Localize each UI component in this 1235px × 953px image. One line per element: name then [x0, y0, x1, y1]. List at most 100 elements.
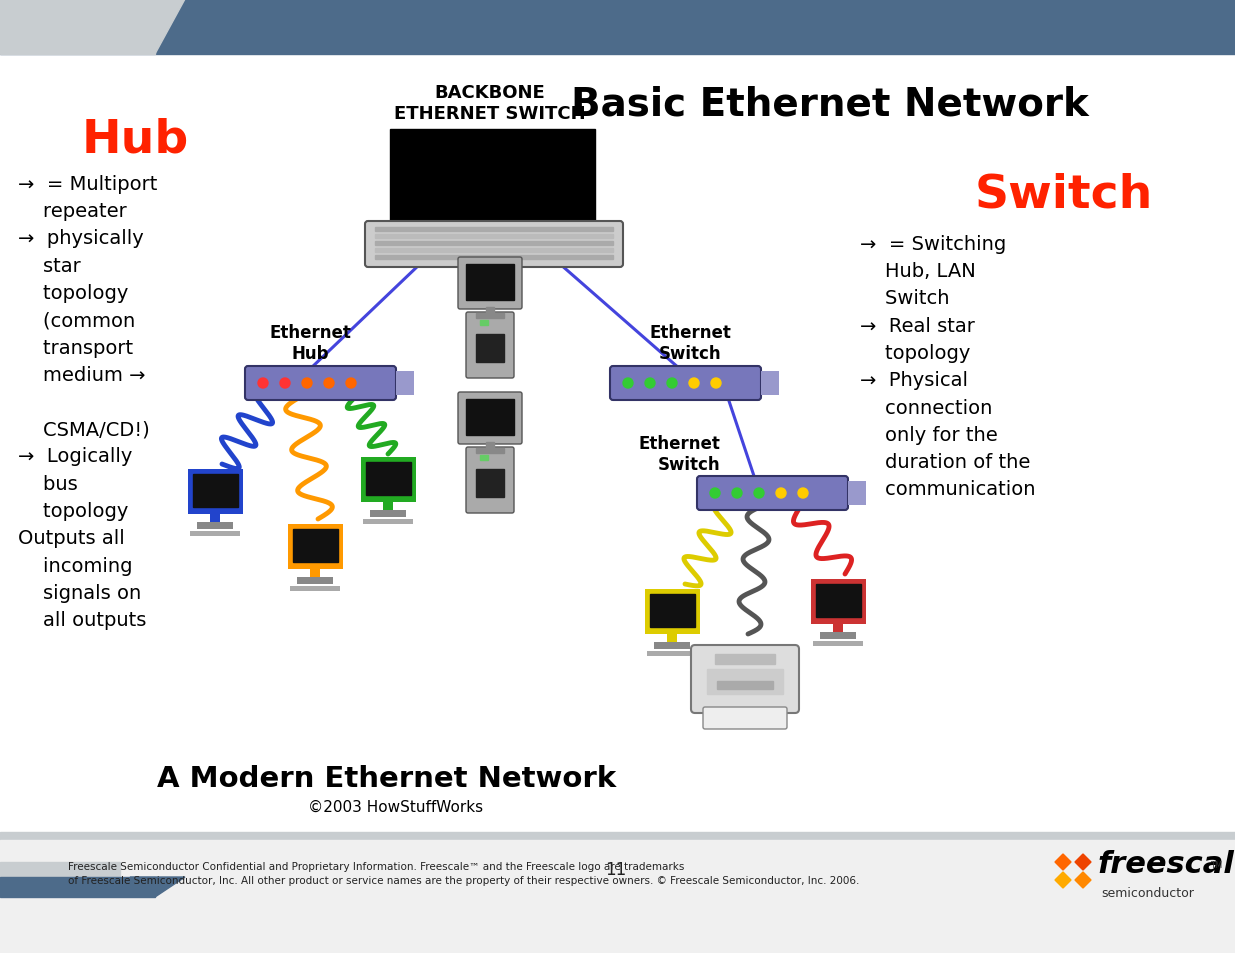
FancyBboxPatch shape — [458, 393, 522, 444]
Bar — [655, 642, 690, 649]
Bar — [647, 651, 697, 657]
Bar — [811, 579, 866, 624]
Text: freescale: freescale — [1097, 850, 1235, 879]
Bar — [293, 530, 338, 562]
Text: A Modern Ethernet Network: A Modern Ethernet Network — [157, 764, 616, 792]
Bar — [296, 578, 333, 584]
FancyBboxPatch shape — [366, 222, 622, 268]
Circle shape — [711, 378, 721, 389]
Text: Hub: Hub — [82, 117, 189, 162]
Circle shape — [667, 378, 677, 389]
Bar — [0, 862, 120, 892]
Text: Ethernet
Switch: Ethernet Switch — [650, 324, 731, 363]
FancyBboxPatch shape — [692, 645, 799, 713]
Text: Basic Ethernet Network: Basic Ethernet Network — [571, 86, 1089, 124]
Circle shape — [732, 489, 742, 498]
Text: ©2003 HowStuffWorks: ©2003 HowStuffWorks — [308, 800, 483, 814]
Bar — [190, 532, 240, 537]
Bar — [718, 681, 773, 689]
Bar — [290, 586, 340, 592]
Bar — [361, 457, 416, 502]
Bar — [480, 456, 488, 460]
Text: 11: 11 — [605, 861, 626, 878]
FancyBboxPatch shape — [703, 707, 787, 729]
Polygon shape — [1055, 854, 1071, 870]
Polygon shape — [130, 0, 185, 55]
Circle shape — [258, 378, 268, 389]
Text: Freescale Semiconductor Confidential and Proprietary Information. Freescale™ and: Freescale Semiconductor Confidential and… — [68, 862, 684, 871]
Bar — [363, 519, 412, 524]
Bar — [375, 255, 613, 260]
Bar — [310, 569, 320, 578]
Bar — [210, 515, 220, 522]
Polygon shape — [1074, 854, 1091, 870]
Bar — [288, 524, 343, 569]
Text: of Freescale Semiconductor, Inc. All other product or service names are the prop: of Freescale Semiconductor, Inc. All oth… — [68, 875, 860, 885]
Circle shape — [689, 378, 699, 389]
Bar — [832, 624, 844, 633]
Bar — [813, 641, 863, 646]
Circle shape — [776, 489, 785, 498]
Bar — [375, 249, 613, 253]
Bar — [396, 372, 414, 395]
Circle shape — [303, 378, 312, 389]
Text: BACKBONE
ETHERNET SWITCH: BACKBONE ETHERNET SWITCH — [394, 84, 585, 123]
Bar — [848, 481, 866, 505]
FancyBboxPatch shape — [245, 367, 396, 400]
Circle shape — [755, 489, 764, 498]
Bar — [667, 635, 677, 642]
Bar — [0, 832, 1235, 841]
Bar — [715, 655, 776, 664]
Bar — [0, 877, 156, 897]
Polygon shape — [130, 877, 185, 897]
Circle shape — [324, 378, 333, 389]
Bar — [370, 511, 406, 517]
Bar — [193, 475, 238, 507]
Text: semiconductor: semiconductor — [1100, 886, 1194, 899]
Bar — [475, 335, 504, 363]
FancyBboxPatch shape — [610, 367, 761, 400]
Circle shape — [280, 378, 290, 389]
Text: →  = Switching
    Hub, LAN
    Switch
→  Real star
    topology
→  Physical
   : → = Switching Hub, LAN Switch → Real sta… — [860, 234, 1035, 498]
Text: TM: TM — [1210, 861, 1223, 869]
Bar — [198, 522, 233, 530]
Circle shape — [710, 489, 720, 498]
Bar — [650, 595, 695, 627]
Bar — [487, 442, 494, 449]
Bar — [0, 0, 1235, 55]
Bar — [375, 234, 613, 239]
Bar — [820, 633, 856, 639]
Bar — [375, 242, 613, 246]
Bar — [466, 399, 514, 436]
Bar — [383, 502, 393, 511]
Bar — [706, 669, 783, 695]
Text: →  = Multiport
    repeater
→  physically
    star
    topology
    (common
    : → = Multiport repeater → physically star… — [19, 174, 157, 629]
Bar — [816, 584, 861, 618]
Bar — [475, 449, 504, 454]
Circle shape — [645, 378, 655, 389]
Bar — [0, 841, 1235, 953]
Bar — [475, 470, 504, 497]
FancyBboxPatch shape — [458, 257, 522, 310]
Text: Ethernet
Switch: Ethernet Switch — [638, 435, 720, 474]
Polygon shape — [1074, 872, 1091, 888]
Bar — [480, 320, 488, 326]
FancyBboxPatch shape — [697, 476, 848, 511]
FancyBboxPatch shape — [466, 313, 514, 378]
Bar — [375, 228, 613, 232]
Bar — [0, 0, 156, 55]
Circle shape — [622, 378, 634, 389]
Circle shape — [346, 378, 356, 389]
Bar — [761, 372, 779, 395]
Polygon shape — [1055, 872, 1071, 888]
Text: Switch: Switch — [974, 172, 1153, 217]
Bar — [366, 462, 411, 496]
Circle shape — [798, 489, 808, 498]
Bar — [487, 308, 494, 314]
Bar — [390, 130, 595, 225]
Bar — [645, 589, 700, 635]
Bar — [466, 265, 514, 301]
Bar — [475, 314, 504, 318]
Bar — [188, 470, 243, 515]
Text: Ethernet
Hub: Ethernet Hub — [269, 324, 351, 363]
